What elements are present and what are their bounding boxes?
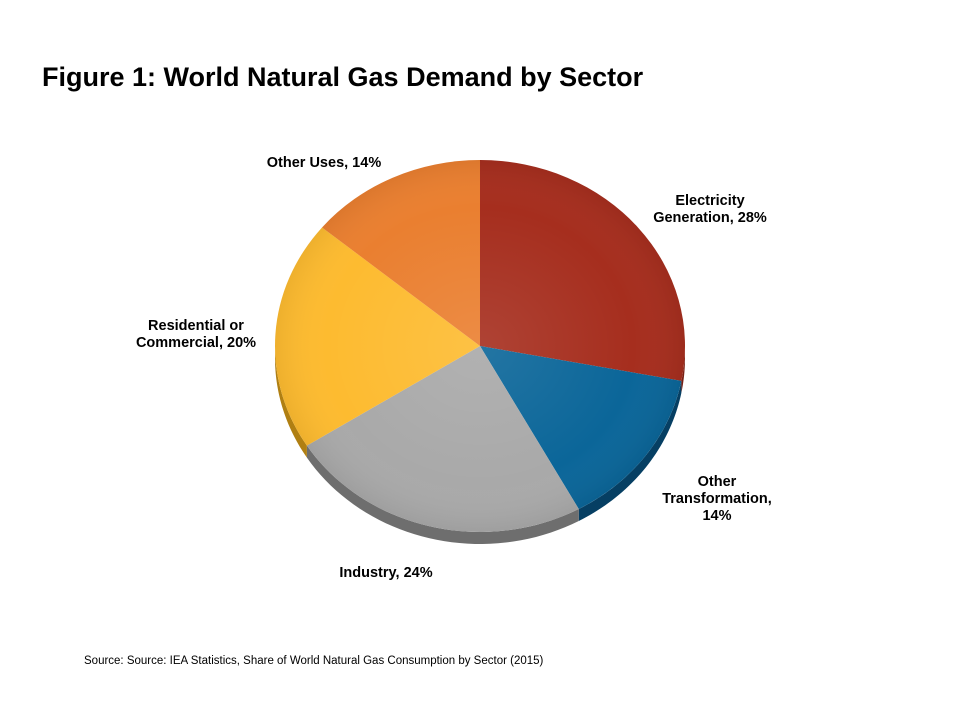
- slice-label-other-transformation: Other Transformation, 14%: [662, 474, 772, 524]
- slice-label-residential-or-commercial: Residential or Commercial, 20%: [136, 318, 256, 351]
- slice-label-other-uses: Other Uses, 14%: [267, 155, 382, 171]
- pie-slice-electricity-generation: [480, 160, 686, 381]
- chart-title: Figure 1: World Natural Gas Demand by Se…: [42, 62, 644, 92]
- slice-label-industry: Industry, 24%: [339, 565, 432, 581]
- pie-slices: [274, 160, 686, 532]
- slice-label-electricity-generation: Electricity Generation, 28%: [653, 193, 767, 226]
- pie-labels: Electricity Generation, 28% Other Transform…: [136, 155, 772, 581]
- source-note: Source: Source: IEA Statistics, Share of…: [84, 655, 544, 667]
